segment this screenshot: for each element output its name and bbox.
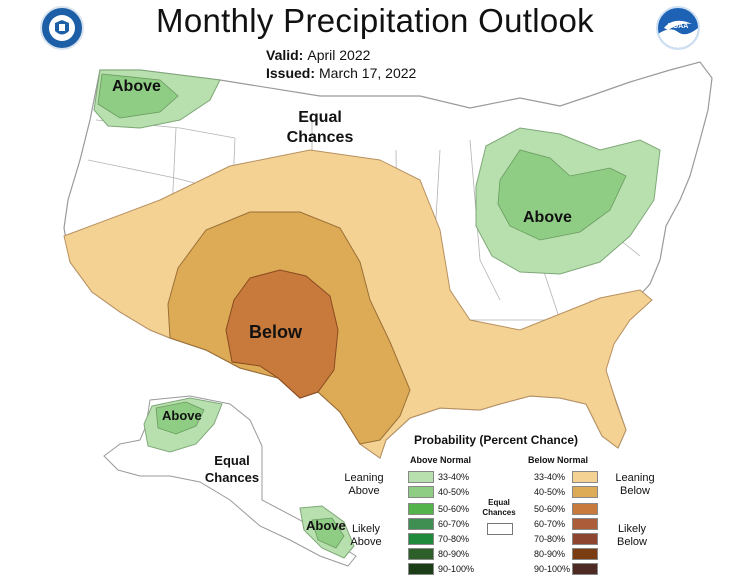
- legend-below-swatch-70-80: [572, 533, 598, 545]
- legend-below-swatch-40-50: [572, 486, 598, 498]
- legend-above-range-60-70: 60-70%: [438, 519, 470, 529]
- legend-above-range-50-60: 50-60%: [438, 504, 470, 514]
- department-of-commerce-seal: [40, 6, 84, 50]
- legend-above-range-80-90: 80-90%: [438, 549, 470, 559]
- legend-equal-chances-swatch: [487, 523, 513, 535]
- issued-value: March 17, 2022: [319, 65, 417, 81]
- legend-title: Probability (Percent Chance): [414, 433, 579, 447]
- legend-above-range-70-80: 70-80%: [438, 534, 470, 544]
- legend-above-swatch-70-80: [408, 533, 434, 545]
- legend-below-range-40-50: 40-50%: [534, 487, 566, 497]
- noaa-logo: NOAA: [656, 6, 700, 50]
- svg-text:NOAA: NOAA: [668, 23, 689, 30]
- legend-likely-above: Likely Above: [350, 523, 382, 548]
- legend-above-range-90-100: 90-100%: [438, 564, 475, 574]
- label-equal-chances-alaska: Equal Chances: [204, 453, 260, 485]
- valid-value: April 2022: [307, 47, 371, 63]
- legend-above-swatch-80-90: [408, 548, 434, 560]
- legend-above-swatch-50-60: [408, 503, 434, 515]
- legend-below-swatch-50-60: [572, 503, 598, 515]
- label-below-southwest: Below: [249, 322, 303, 342]
- label-above-alaska-west: Above: [162, 408, 202, 423]
- label-equal-chances-conus: Equal Chances: [286, 109, 354, 146]
- valid-label: Valid:: [266, 47, 304, 63]
- legend-below-range-80-90: 80-90%: [534, 549, 566, 559]
- legend-above-swatch-90-100: [408, 563, 434, 575]
- legend-above-swatch-33-40: [408, 471, 434, 483]
- legend-below-range-60-70: 60-70%: [534, 519, 566, 529]
- legend-below-range-70-80: 70-80%: [534, 534, 566, 544]
- legend-below-swatch-33-40: [572, 471, 598, 483]
- label-above-great-lakes: Above: [523, 209, 572, 226]
- above-great-lakes-40-50: [497, 149, 627, 241]
- legend-below-range-33-40: 33-40%: [534, 472, 566, 482]
- legend-equal-chances: Equal Chances: [482, 498, 516, 517]
- legend-leaning-below: Leaning Below: [615, 472, 655, 497]
- legend-below-header: Below Normal: [528, 455, 589, 465]
- legend-below-range-50-60: 50-60%: [534, 504, 566, 514]
- below-50-60: [225, 269, 339, 399]
- alaska-se-above-40-50: [311, 517, 345, 549]
- legend-leaning-above: Leaning Above: [344, 472, 384, 497]
- date-info: Valid: April 2022 Issued: March 17, 2022: [266, 46, 416, 82]
- alaska-above-40-50: [155, 401, 205, 435]
- legend-below-range-90-100: 90-100%: [534, 564, 571, 574]
- legend-above-header: Above Normal: [410, 455, 472, 465]
- legend-above-swatch-40-50: [408, 486, 434, 498]
- legend-above-swatch-60-70: [408, 518, 434, 530]
- legend-below-swatch-80-90: [572, 548, 598, 560]
- map-title: Monthly Precipitation Outlook: [156, 2, 594, 39]
- legend-below-swatch-90-100: [572, 563, 598, 575]
- legend-above-range-33-40: 33-40%: [438, 472, 470, 482]
- label-above-alaska-southeast: Above: [306, 518, 346, 533]
- legend-below-swatch-60-70: [572, 518, 598, 530]
- issued-label: Issued:: [266, 65, 316, 81]
- legend-above-range-40-50: 40-50%: [438, 487, 470, 497]
- legend-likely-below: Likely Below: [617, 523, 647, 548]
- label-above-northwest: Above: [112, 78, 161, 95]
- above-northwest-40-50: [97, 73, 179, 119]
